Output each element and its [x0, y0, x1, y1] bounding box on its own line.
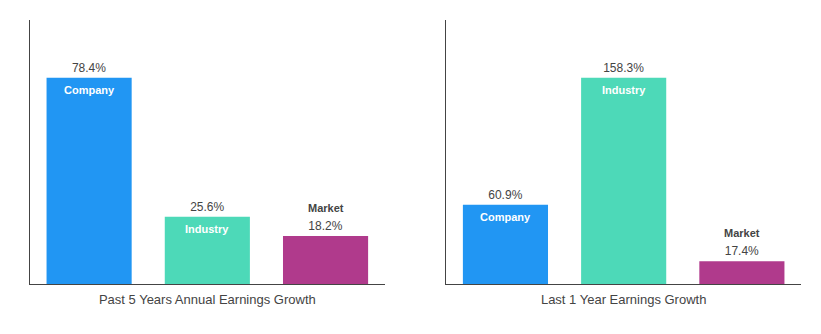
svg-text:Company: Company [480, 211, 531, 223]
svg-text:Past 5 Years Annual Earnings G: Past 5 Years Annual Earnings Growth [99, 292, 316, 307]
svg-text:60.9%: 60.9% [488, 188, 522, 202]
svg-text:25.6%: 25.6% [190, 200, 224, 214]
svg-text:17.4%: 17.4% [725, 244, 759, 258]
svg-text:78.4%: 78.4% [72, 61, 106, 75]
svg-text:Company: Company [64, 84, 115, 96]
svg-text:158.3%: 158.3% [603, 61, 644, 75]
svg-text:Market: Market [308, 202, 344, 214]
svg-text:Industry: Industry [602, 84, 646, 96]
svg-text:Last 1 Year Earnings Growth: Last 1 Year Earnings Growth [541, 292, 707, 307]
svg-text:18.2%: 18.2% [308, 219, 342, 233]
svg-text:Market: Market [724, 227, 760, 239]
svg-text:Industry: Industry [185, 223, 229, 235]
